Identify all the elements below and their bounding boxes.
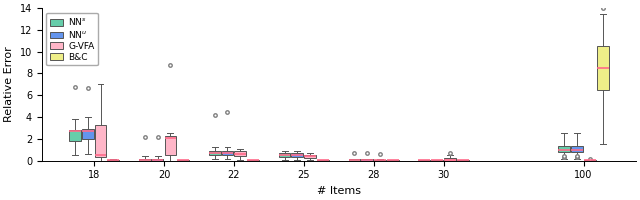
PathPatch shape <box>69 130 81 141</box>
PathPatch shape <box>291 153 303 157</box>
PathPatch shape <box>278 153 291 157</box>
PathPatch shape <box>164 136 177 155</box>
PathPatch shape <box>209 151 221 155</box>
PathPatch shape <box>95 125 106 157</box>
PathPatch shape <box>305 155 316 158</box>
PathPatch shape <box>558 146 570 152</box>
Legend: NN$^s$, NN$^u$, G-VFA, B&C: NN$^s$, NN$^u$, G-VFA, B&C <box>46 13 98 65</box>
PathPatch shape <box>457 160 469 161</box>
PathPatch shape <box>221 151 234 155</box>
PathPatch shape <box>362 159 373 161</box>
X-axis label: # Items: # Items <box>317 186 361 196</box>
PathPatch shape <box>584 160 596 161</box>
PathPatch shape <box>234 151 246 156</box>
PathPatch shape <box>177 160 189 161</box>
PathPatch shape <box>108 160 119 161</box>
PathPatch shape <box>597 46 609 90</box>
PathPatch shape <box>152 159 163 161</box>
PathPatch shape <box>374 160 386 161</box>
PathPatch shape <box>139 159 150 161</box>
PathPatch shape <box>247 160 259 161</box>
PathPatch shape <box>431 160 444 161</box>
PathPatch shape <box>387 160 399 161</box>
PathPatch shape <box>444 158 456 161</box>
Y-axis label: Relative Error: Relative Error <box>4 46 14 122</box>
PathPatch shape <box>82 129 93 139</box>
PathPatch shape <box>572 146 583 152</box>
PathPatch shape <box>349 159 360 161</box>
PathPatch shape <box>317 160 329 161</box>
PathPatch shape <box>419 160 430 161</box>
